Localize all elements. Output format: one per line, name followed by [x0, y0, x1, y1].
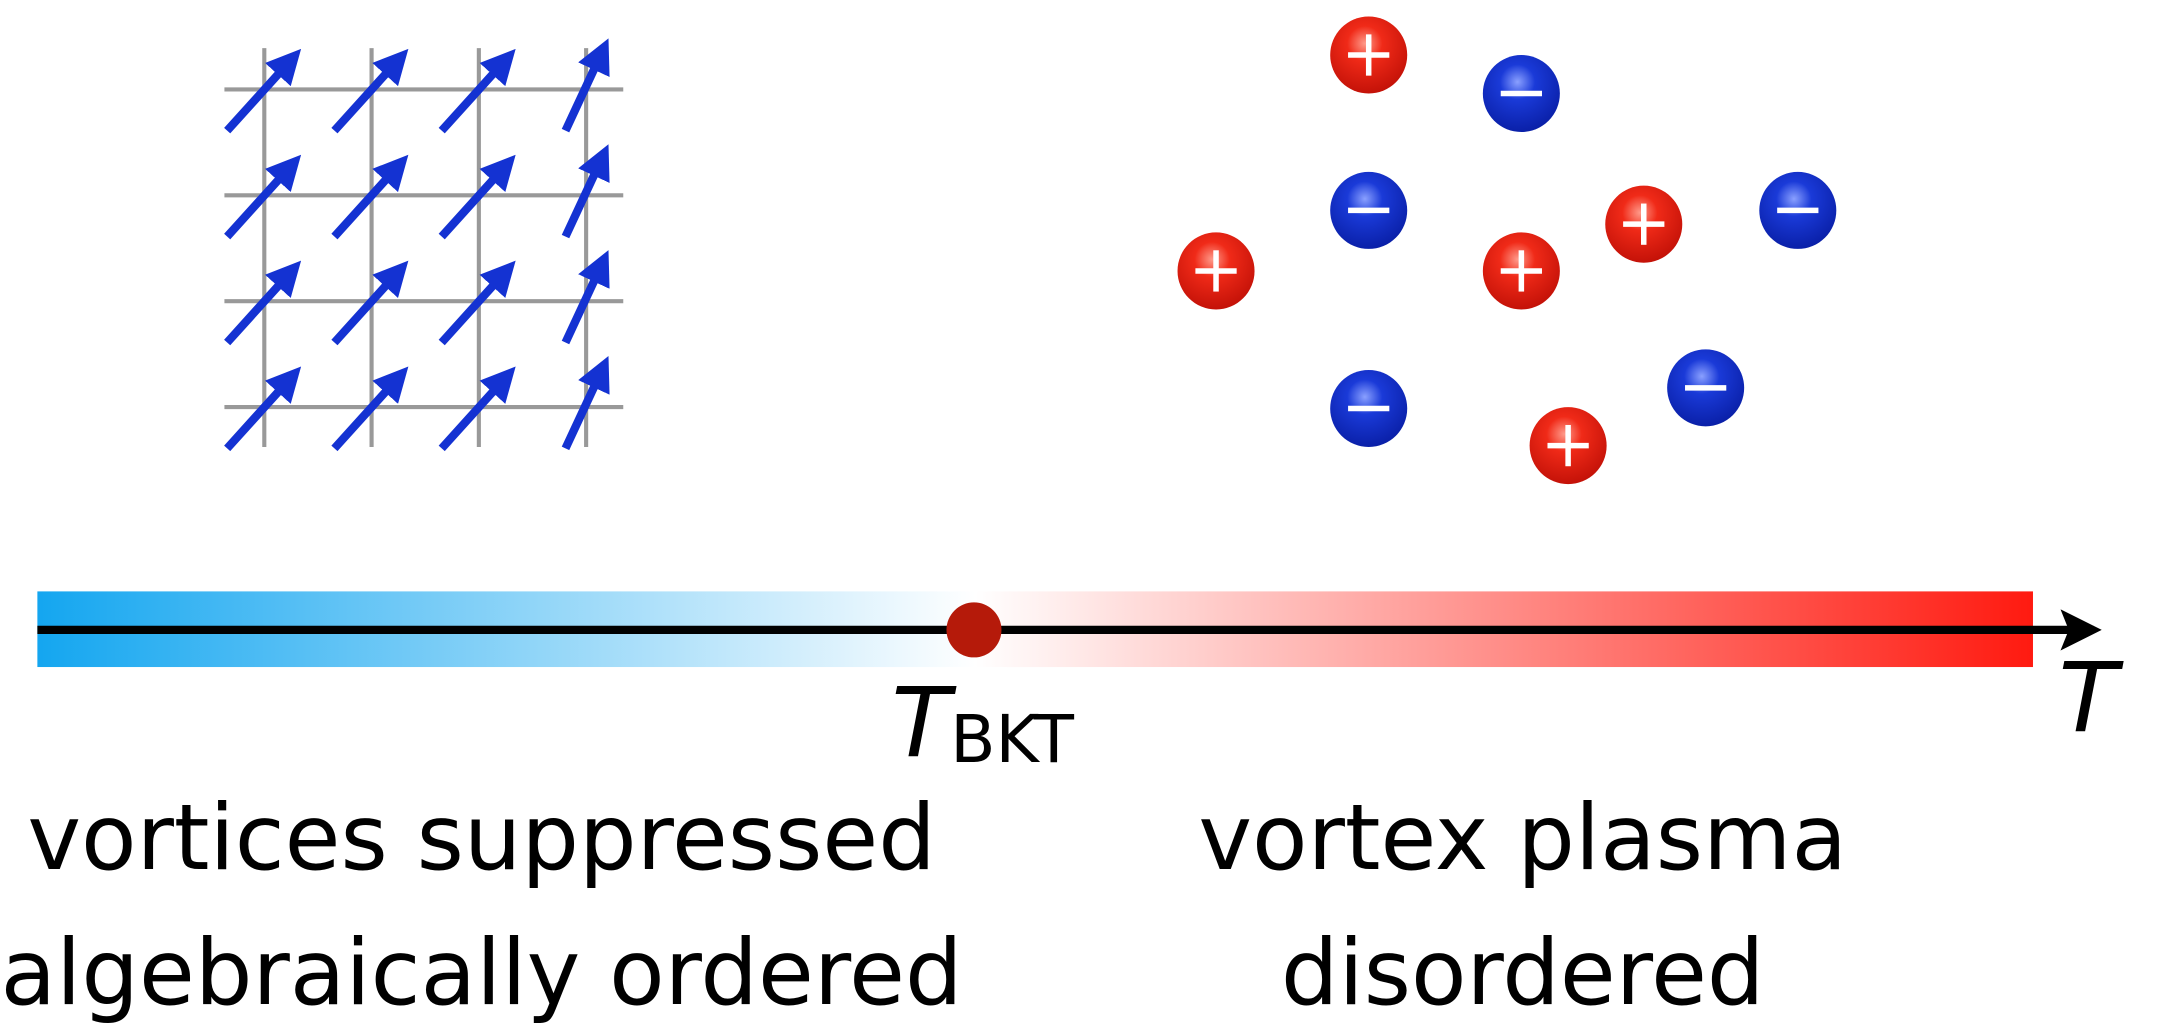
spin-arrow — [442, 377, 507, 449]
critical-point — [946, 602, 1001, 657]
right-phase-line: vortex plasma — [1198, 786, 1847, 891]
spin-arrow — [442, 165, 507, 237]
spin-arrow — [227, 271, 292, 343]
left-phase-line: vortices suppressed — [27, 786, 936, 891]
spin-arrow — [442, 59, 507, 131]
spin-arrow — [227, 165, 292, 237]
bkt-diagram: T TBKT vortices suppressed algebraically… — [0, 0, 2157, 1026]
left-phase-line: algebraically ordered — [1, 921, 963, 1026]
spin-arrow — [227, 59, 292, 131]
critical-symbol: T — [891, 667, 957, 779]
spin-arrow — [442, 271, 507, 343]
spin-lattice — [224, 48, 623, 448]
spin-arrow — [334, 165, 399, 237]
critical-subscript: BKT — [950, 701, 1074, 778]
critical-label: TBKT — [891, 667, 1074, 779]
spin-arrow — [334, 59, 399, 131]
axis-label: T — [2059, 643, 2125, 755]
spin-arrow — [227, 377, 292, 449]
page: {"axis_label": "T", "critical_point": {"… — [0, 0, 2157, 1026]
vortex-gas — [1178, 17, 1837, 485]
right-phase-line: disordered — [1281, 921, 1765, 1026]
spin-arrow — [334, 271, 399, 343]
spin-arrow — [334, 377, 399, 449]
